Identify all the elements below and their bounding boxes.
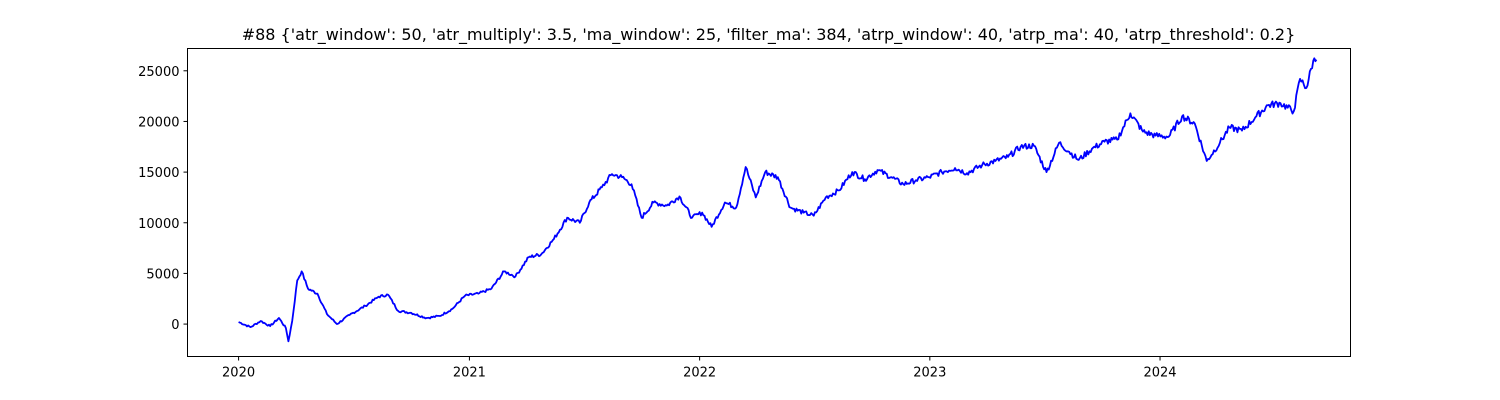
y-tick-label: 15000 [138,166,179,181]
y-tick-label: 20000 [138,115,179,130]
y-tick-label: 0 [171,318,179,333]
series-line [238,57,1318,343]
y-tick-label: 10000 [138,217,179,232]
line-layer [238,57,1318,343]
y-tick-label: 5000 [146,267,179,282]
x-tick-label: 2024 [1143,366,1176,381]
x-tick-label: 2020 [222,366,255,381]
y-tick-label: 25000 [138,65,179,80]
x-tick-label: 2023 [913,366,946,381]
x-tick-label: 2021 [453,366,486,381]
chart-title: #88 {'atr_window': 50, 'atr_multiply': 3… [242,25,1296,45]
plot-area-frame [187,48,1351,357]
x-tick-label: 2022 [683,366,716,381]
x-axis: 2020 2021 2022 2023 2024 [222,356,1177,381]
y-axis: 0 5000 10000 15000 20000 25000 [138,65,188,333]
